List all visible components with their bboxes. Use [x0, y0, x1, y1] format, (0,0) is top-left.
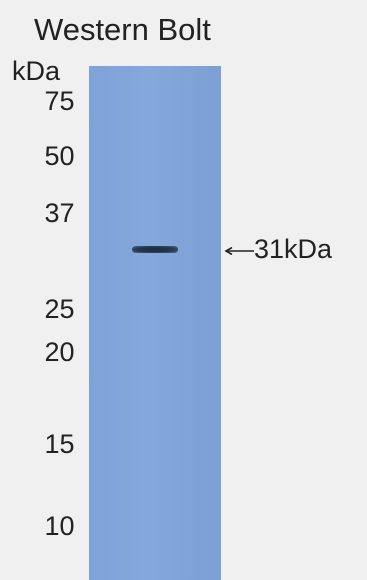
marker-15: 15 [44, 429, 75, 459]
marker-50: 50 [44, 141, 75, 171]
marker-20: 20 [44, 337, 75, 367]
figure-title: Western Bolt [34, 12, 211, 47]
marker-37: 37 [44, 198, 75, 228]
marker-10: 10 [44, 511, 75, 541]
marker-25: 25 [44, 294, 75, 324]
protein-band [132, 246, 178, 253]
marker-75: 75 [44, 86, 75, 116]
band-size-label: 31kDa [254, 234, 333, 264]
left-arrow-icon [224, 247, 254, 255]
blot-membrane-lane [89, 66, 221, 580]
molecular-weight-unit: kDa [12, 56, 61, 86]
